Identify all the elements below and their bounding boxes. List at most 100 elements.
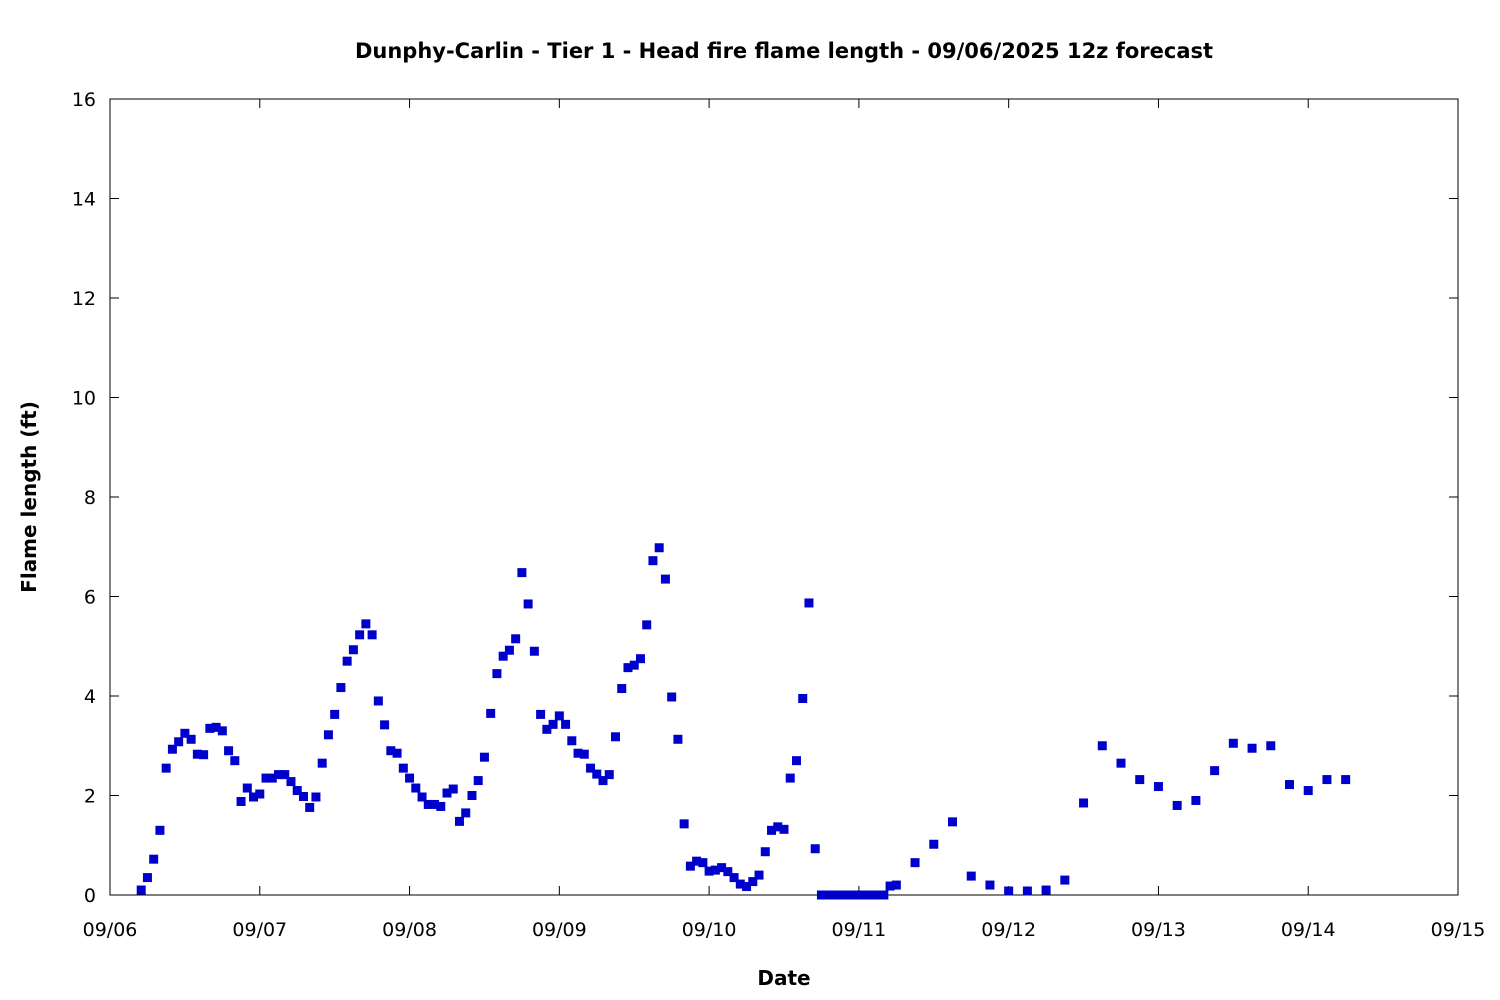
data-point bbox=[454, 816, 464, 826]
data-point bbox=[286, 777, 296, 787]
y-axis-label: Flame length (ft) bbox=[17, 401, 41, 593]
data-point bbox=[598, 776, 608, 786]
data-point bbox=[735, 879, 745, 889]
data-point bbox=[167, 744, 177, 754]
data-point bbox=[791, 756, 801, 766]
data-point bbox=[660, 574, 670, 584]
data-point bbox=[717, 863, 727, 873]
data-point bbox=[698, 858, 708, 868]
data-point bbox=[461, 808, 471, 818]
data-point bbox=[542, 724, 552, 734]
data-point bbox=[835, 890, 845, 900]
plot-frame bbox=[109, 98, 1459, 896]
data-point bbox=[823, 890, 833, 900]
data-point bbox=[192, 749, 202, 759]
data-point bbox=[230, 756, 240, 766]
data-point bbox=[1210, 766, 1220, 776]
data-point bbox=[848, 890, 858, 900]
data-point bbox=[180, 728, 190, 738]
data-point bbox=[423, 799, 433, 809]
data-point bbox=[804, 598, 814, 608]
data-point bbox=[891, 880, 901, 890]
data-point bbox=[149, 854, 159, 864]
data-point bbox=[1285, 780, 1294, 790]
y-tick-label: 12 bbox=[72, 288, 96, 310]
data-point bbox=[342, 656, 352, 666]
data-point bbox=[361, 619, 371, 629]
data-point bbox=[1022, 886, 1032, 896]
data-point bbox=[860, 890, 870, 900]
x-tick-label: 09/06 bbox=[83, 919, 138, 941]
data-point bbox=[866, 890, 876, 900]
data-point bbox=[754, 870, 764, 880]
data-point bbox=[436, 801, 446, 811]
data-point bbox=[816, 890, 826, 900]
data-point bbox=[829, 890, 839, 900]
data-point bbox=[1266, 741, 1276, 751]
data-point bbox=[1191, 795, 1201, 805]
data-point bbox=[311, 792, 321, 802]
y-tick-label: 2 bbox=[84, 786, 96, 808]
data-point bbox=[142, 873, 152, 883]
data-point bbox=[186, 734, 196, 744]
data-point bbox=[274, 770, 283, 780]
x-tick-label: 09/09 bbox=[532, 919, 587, 941]
data-point bbox=[199, 750, 209, 760]
data-point bbox=[604, 770, 614, 780]
data-point bbox=[748, 877, 758, 887]
data-point bbox=[548, 719, 558, 729]
data-point bbox=[486, 708, 496, 718]
data-point bbox=[810, 844, 820, 854]
data-point bbox=[567, 736, 577, 746]
data-point bbox=[611, 732, 620, 742]
data-point bbox=[729, 873, 739, 883]
data-point bbox=[1303, 786, 1313, 796]
data-point bbox=[635, 654, 645, 664]
data-point bbox=[673, 734, 683, 744]
data-point bbox=[985, 880, 995, 890]
data-point bbox=[511, 634, 521, 644]
y-tick-label: 10 bbox=[72, 388, 96, 410]
data-point bbox=[723, 867, 733, 877]
data-point bbox=[966, 871, 976, 881]
data-point bbox=[760, 847, 770, 857]
data-point bbox=[348, 645, 358, 655]
data-point bbox=[442, 788, 452, 798]
data-point bbox=[873, 890, 883, 900]
data-point bbox=[405, 773, 415, 783]
data-point bbox=[467, 791, 477, 800]
data-point bbox=[586, 763, 596, 773]
data-point bbox=[161, 763, 171, 773]
data-point bbox=[667, 692, 677, 702]
data-point bbox=[573, 748, 583, 758]
data-point bbox=[417, 792, 427, 802]
data-point bbox=[592, 769, 602, 779]
data-point bbox=[685, 861, 695, 871]
y-tick-label: 4 bbox=[84, 686, 96, 708]
data-point bbox=[242, 783, 252, 793]
data-point bbox=[1172, 800, 1182, 810]
data-point bbox=[249, 792, 259, 802]
x-tick-label: 09/15 bbox=[1431, 919, 1486, 941]
chart-title: Dunphy-Carlin - Tier 1 - Head fire flame… bbox=[355, 39, 1213, 63]
data-point bbox=[1116, 758, 1126, 768]
data-series bbox=[136, 543, 1351, 900]
data-point bbox=[174, 737, 184, 747]
data-point bbox=[679, 819, 689, 829]
x-tick-label: 09/07 bbox=[232, 919, 287, 941]
data-point bbox=[536, 709, 546, 719]
data-point bbox=[517, 568, 527, 578]
data-point bbox=[498, 651, 508, 661]
data-point bbox=[948, 817, 957, 827]
data-point bbox=[529, 646, 539, 656]
data-point bbox=[910, 858, 920, 868]
data-point bbox=[336, 683, 346, 693]
data-point bbox=[430, 799, 440, 809]
data-point bbox=[798, 693, 808, 703]
data-point bbox=[355, 630, 365, 640]
y-tick-label: 14 bbox=[72, 189, 96, 211]
data-point bbox=[773, 822, 783, 832]
data-point bbox=[1004, 886, 1014, 896]
data-point bbox=[648, 556, 658, 566]
